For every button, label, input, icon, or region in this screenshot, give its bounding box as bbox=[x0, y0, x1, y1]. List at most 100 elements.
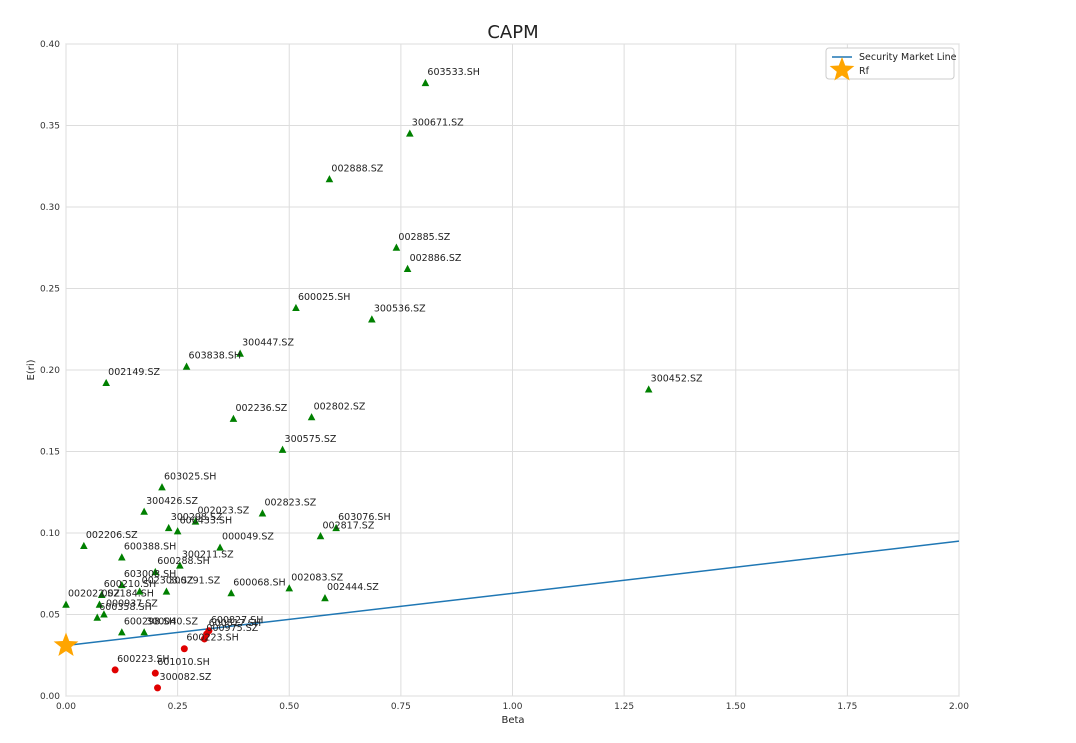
point-label: 600358.SH bbox=[99, 602, 151, 613]
point-above-sml bbox=[307, 413, 316, 421]
point-above-sml bbox=[227, 589, 236, 597]
point-above-sml bbox=[118, 553, 126, 561]
point-label: 000937.SZ bbox=[106, 599, 158, 610]
point-above-sml bbox=[97, 590, 106, 598]
point-label: 603076.SH bbox=[338, 512, 390, 523]
point-above-sml bbox=[392, 243, 401, 251]
y-tick-label: 0.10 bbox=[40, 529, 60, 539]
point-label: 002817.SZ bbox=[323, 520, 375, 531]
point-above-sml bbox=[421, 78, 430, 87]
point-label: 002303.SZ bbox=[142, 576, 194, 587]
point-above-sml bbox=[151, 567, 160, 576]
grid bbox=[65, 43, 960, 697]
point-above-sml bbox=[118, 580, 126, 589]
point-above-sml bbox=[140, 507, 148, 515]
point-label: 002886.SZ bbox=[410, 253, 462, 264]
point-label: 600025.SH bbox=[298, 292, 350, 303]
point-below-sml bbox=[200, 635, 208, 643]
point-label: 300447.SZ bbox=[242, 338, 294, 349]
point-labels: 603533.SH 300671.SZ 002888.SZ 002885.SZ 0028… bbox=[68, 67, 703, 683]
point-label: 002083.SZ bbox=[291, 572, 343, 583]
legend-rf-label: Rf bbox=[859, 66, 870, 77]
point-label: 002236.SZ bbox=[235, 403, 287, 414]
point-above-sml bbox=[93, 613, 102, 621]
point-above-sml bbox=[406, 129, 414, 137]
point-above-sml bbox=[162, 587, 171, 595]
point-label: 601010.SH bbox=[157, 657, 209, 668]
point-label: 603008.SH bbox=[124, 569, 176, 580]
point-label: 600388.SH bbox=[124, 541, 176, 552]
x-tick-label: 0.25 bbox=[168, 702, 188, 712]
point-above-sml bbox=[278, 445, 287, 453]
data-points bbox=[62, 78, 653, 692]
point-above-sml bbox=[325, 175, 334, 183]
x-tick-label: 1.50 bbox=[726, 702, 746, 712]
point-label: 600817.SH bbox=[209, 618, 261, 629]
point-label: 000975.SZ bbox=[206, 623, 258, 634]
point-label: 300671.SZ bbox=[412, 118, 464, 129]
point-label: 300452.SZ bbox=[651, 374, 703, 385]
legend-box bbox=[825, 47, 955, 80]
y-tick-label: 0.15 bbox=[40, 448, 60, 458]
point-below-sml bbox=[151, 669, 159, 677]
point-above-sml bbox=[644, 385, 653, 393]
point-label: 000049.SZ bbox=[222, 532, 274, 543]
legend-rf-star-icon bbox=[829, 57, 855, 81]
y-tick-label: 0.25 bbox=[40, 285, 60, 295]
point-above-sml bbox=[292, 303, 300, 312]
point-above-sml bbox=[173, 527, 182, 535]
x-tick-label: 2.00 bbox=[949, 702, 969, 712]
point-label: 300040.SZ bbox=[146, 616, 198, 627]
x-axis-label: Beta bbox=[501, 715, 524, 726]
point-below-sml bbox=[111, 666, 119, 674]
point-label: 300536.SZ bbox=[374, 303, 426, 314]
point-above-sml bbox=[182, 362, 191, 370]
point-above-sml bbox=[258, 509, 267, 517]
point-label: 603838.SH bbox=[189, 351, 241, 362]
point-label: 300082.SZ bbox=[160, 672, 212, 683]
point-label: 300291.SZ bbox=[168, 576, 220, 587]
point-label: 300426.SZ bbox=[146, 496, 198, 507]
point-above-sml bbox=[321, 594, 329, 602]
point-above-sml bbox=[236, 349, 244, 357]
point-label: 600068.SH bbox=[233, 577, 285, 588]
point-label: 300575.SZ bbox=[285, 434, 337, 445]
point-above-sml bbox=[216, 543, 224, 551]
y-tick-label: 0.20 bbox=[40, 366, 60, 376]
x-tick-label: 1.25 bbox=[614, 702, 634, 712]
sml-line bbox=[65, 540, 960, 647]
ticks: 0.00 0.25 0.50 0.75 1.00 1.25 1.50 1.75 2.00 0.00… bbox=[40, 40, 969, 712]
point-label: 300298.SZ bbox=[171, 512, 223, 523]
y-tick-label: 0.35 bbox=[40, 122, 60, 132]
point-label: 002888.SZ bbox=[331, 163, 383, 174]
point-label: 600298.SH bbox=[124, 616, 176, 627]
point-above-sml bbox=[191, 517, 200, 525]
point-above-sml bbox=[403, 264, 412, 272]
rf-marker-layer bbox=[53, 632, 79, 656]
legend: Security Market Line Rf bbox=[825, 47, 957, 81]
point-above-sml bbox=[135, 587, 144, 595]
x-tick-label: 0.50 bbox=[279, 702, 299, 712]
point-above-sml bbox=[176, 561, 184, 569]
x-tick-label: 0.75 bbox=[391, 702, 411, 712]
point-label: 002206.SZ bbox=[86, 530, 138, 541]
y-tick-label: 0.30 bbox=[40, 203, 60, 213]
point-label: 600827.SH bbox=[211, 615, 263, 626]
point-label: 002022.SZ bbox=[68, 589, 120, 600]
point-above-sml bbox=[229, 414, 238, 422]
point-above-sml bbox=[80, 541, 88, 550]
point-label: 002885.SZ bbox=[398, 232, 450, 243]
x-tick-label: 1.75 bbox=[837, 702, 857, 712]
point-above-sml bbox=[158, 483, 166, 491]
point-above-sml bbox=[316, 532, 325, 540]
point-label: 300211.SZ bbox=[182, 550, 234, 561]
security-market-line bbox=[65, 540, 960, 647]
y-axis-label: E(ri) bbox=[26, 359, 37, 380]
point-above-sml bbox=[140, 628, 148, 636]
point-label: 002444.SZ bbox=[327, 582, 379, 593]
point-above-sml bbox=[332, 523, 340, 532]
x-tick-label: 1.00 bbox=[502, 702, 522, 712]
point-above-sml bbox=[95, 600, 104, 608]
point-below-sml bbox=[180, 645, 188, 653]
